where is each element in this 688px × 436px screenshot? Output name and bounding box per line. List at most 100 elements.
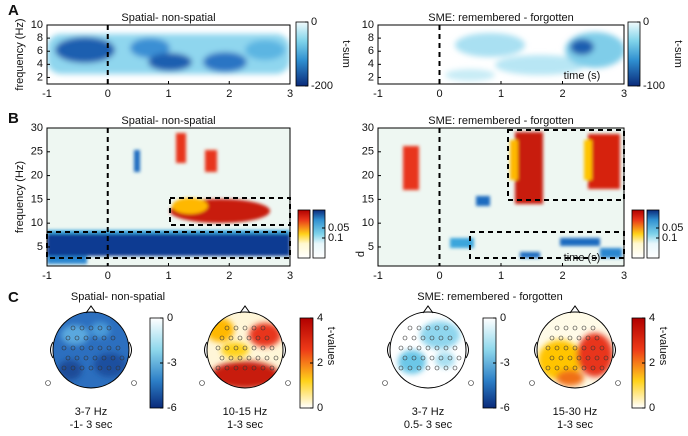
electrode <box>558 355 564 361</box>
electrode <box>438 355 444 361</box>
colorbar-tick-label: 0 <box>167 312 173 324</box>
plot-title: SME: remembered - forgotten <box>428 12 574 24</box>
electrode <box>264 355 270 361</box>
x-tick-label: 2 <box>226 88 232 100</box>
electrode <box>260 325 266 331</box>
x-tick-label: -1 <box>42 270 52 282</box>
y-tick-label: 2 <box>37 71 43 83</box>
electrode <box>74 335 80 341</box>
electrode <box>88 325 94 331</box>
electrode <box>443 365 449 371</box>
y-tick-label: 4 <box>37 58 43 70</box>
panel-label: A <box>8 2 19 19</box>
x-tick-label: 2 <box>559 88 565 100</box>
electrode <box>468 380 474 386</box>
colorbar-tick-label: 0 <box>643 16 649 28</box>
electrode <box>219 335 225 341</box>
electrode <box>97 325 103 331</box>
electrode <box>416 325 422 331</box>
electrode <box>106 325 112 331</box>
panel-label: C <box>8 289 19 306</box>
electrode <box>79 365 85 371</box>
electrode <box>255 335 261 341</box>
electrode <box>452 365 458 371</box>
electrode <box>603 355 609 361</box>
electrode <box>558 335 564 341</box>
electrode <box>567 355 573 361</box>
colorbar <box>297 209 311 259</box>
electrode <box>411 335 417 341</box>
colorbar-tick-label: -100 <box>643 80 665 92</box>
electrode <box>224 365 230 371</box>
y-tick-label: 8 <box>368 32 374 44</box>
colorbar <box>631 209 645 259</box>
electrode <box>233 345 239 351</box>
x-tick-label: -1 <box>373 270 383 282</box>
x-tick-label: 1 <box>165 88 171 100</box>
electrode <box>45 380 51 386</box>
electrode <box>590 345 596 351</box>
electrode <box>79 345 85 351</box>
x-tick-label: 2 <box>559 270 565 282</box>
electrode <box>61 365 67 371</box>
colorbar-tick-label: 0.1 <box>662 232 677 244</box>
x-tick-label: 1 <box>498 88 504 100</box>
map-caption: -1- 3 sec <box>70 419 113 431</box>
electrode <box>594 335 600 341</box>
electrode <box>452 345 458 351</box>
y-tick-label: 6 <box>37 45 43 57</box>
colorbar-tick-label: 0 <box>649 402 655 414</box>
heatmap <box>47 128 290 266</box>
colorbar-label: t-values <box>325 327 337 366</box>
electrode <box>429 355 435 361</box>
plot-title: Spatial- non-spatial <box>121 115 215 127</box>
electrode <box>251 325 257 331</box>
y-tick-label: 15 <box>31 193 43 205</box>
electrode <box>260 365 266 371</box>
y-axis-label: frequency (Hz) <box>14 18 26 90</box>
electrode <box>585 335 591 341</box>
x-tick-label: 3 <box>621 88 627 100</box>
electrode <box>590 325 596 331</box>
electrode <box>101 335 107 341</box>
colorbar-tick-label: -6 <box>500 402 510 414</box>
electrode <box>572 345 578 351</box>
y-tick-label: 5 <box>368 241 374 253</box>
electrode <box>70 325 76 331</box>
electrode <box>554 365 560 371</box>
colorbar-label: t-sum <box>672 40 684 68</box>
electrode <box>228 335 234 341</box>
electrode <box>88 345 94 351</box>
electrode <box>92 355 98 361</box>
panel-title: Spatial- non-spatial <box>71 291 165 303</box>
electrode <box>425 325 431 331</box>
electrode <box>407 365 413 371</box>
x-tick-label: 1 <box>165 270 171 282</box>
y-tick-label: 4 <box>368 58 374 70</box>
electrode <box>447 335 453 341</box>
electrode <box>242 365 248 371</box>
x-tick-label: 0 <box>436 270 442 282</box>
electrode <box>615 380 621 386</box>
electrode <box>398 365 404 371</box>
electrode <box>572 365 578 371</box>
x-tick-label: -1 <box>373 88 383 100</box>
electrode <box>434 325 440 331</box>
y-tick-label: 20 <box>362 169 374 181</box>
electrode <box>101 355 107 361</box>
electrode <box>233 325 239 331</box>
electrode <box>581 365 587 371</box>
x-tick-label: 1 <box>498 270 504 282</box>
colorbar <box>646 209 660 259</box>
electrode <box>106 365 112 371</box>
electrode <box>74 355 80 361</box>
electrode <box>224 345 230 351</box>
y-tick-label: 10 <box>31 217 43 229</box>
electrode <box>456 355 462 361</box>
y-tick-label: 8 <box>37 32 43 44</box>
colorbar-tick-label: 2 <box>317 357 323 369</box>
electrode <box>554 325 560 331</box>
electrode <box>420 335 426 341</box>
electrode <box>246 355 252 361</box>
electrode <box>97 345 103 351</box>
